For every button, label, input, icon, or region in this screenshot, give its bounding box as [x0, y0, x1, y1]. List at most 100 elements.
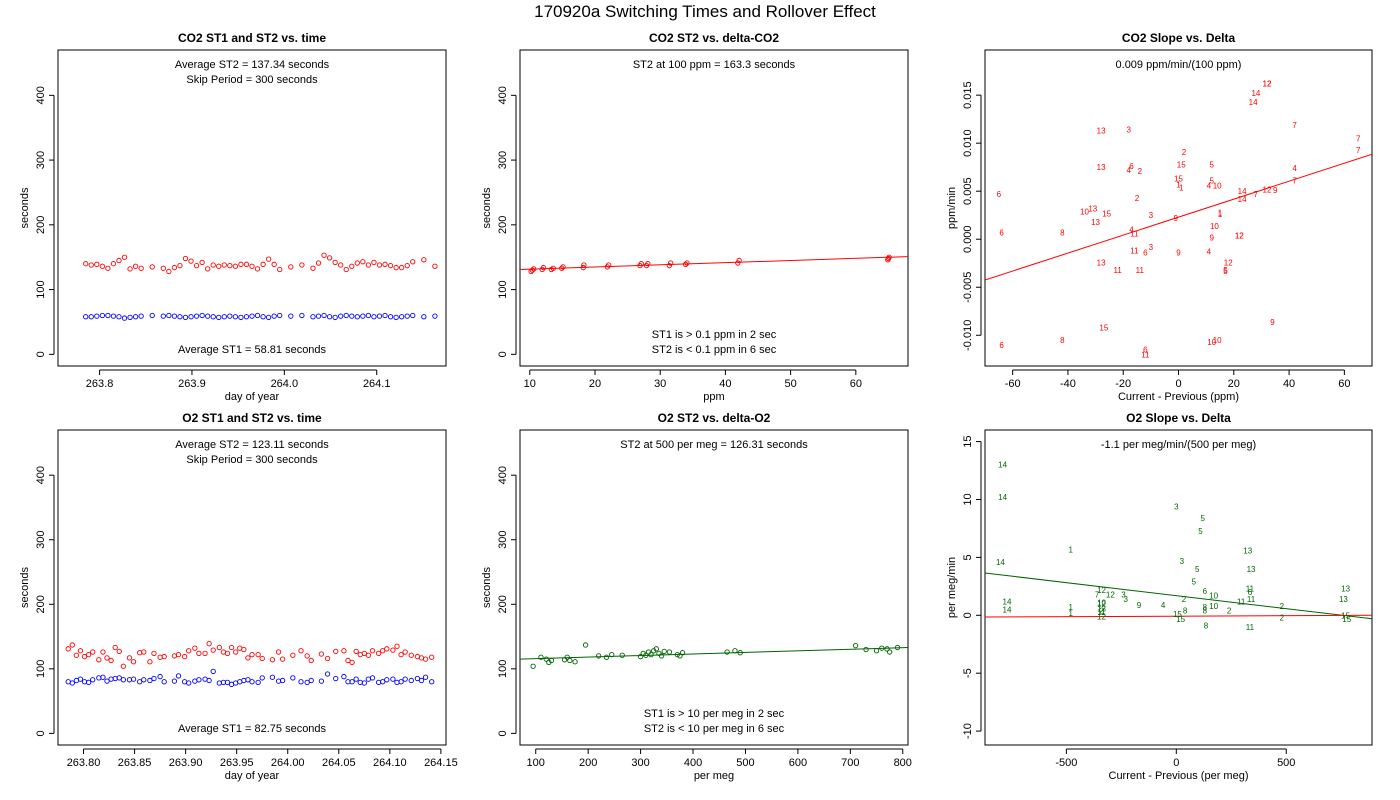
- x-tick-label: 264.1: [363, 378, 391, 390]
- data-point: [402, 649, 408, 655]
- data-point: [141, 649, 147, 655]
- data-point: [682, 261, 689, 267]
- data-point: [88, 314, 94, 320]
- data-point: [81, 653, 88, 660]
- data-point: [186, 648, 192, 654]
- data-point: [894, 644, 901, 651]
- data-point: [684, 260, 690, 266]
- data-point: [161, 653, 167, 660]
- plot-frame: [57, 49, 447, 367]
- data-point: [404, 262, 410, 269]
- data-point: [564, 654, 570, 660]
- data-point: [188, 314, 194, 320]
- data-point: [227, 313, 233, 319]
- y-tick-label: 5: [962, 554, 974, 560]
- data-point: [206, 677, 212, 684]
- x-axis-label: day of year: [225, 391, 280, 403]
- point-label: 6: [997, 190, 1002, 199]
- data-point: [398, 679, 404, 685]
- data-point: [674, 651, 680, 658]
- data-point: [645, 649, 652, 655]
- point-label: 4: [1292, 164, 1297, 173]
- x-axis-label: Current - Previous (ppm): [1118, 391, 1239, 403]
- data-point: [151, 675, 157, 682]
- data-point: [393, 264, 399, 271]
- data-point: [210, 314, 216, 320]
- chart-panel-o2-st2-delta: O2 ST2 vs. delta-O2 per meg seconds 100 200 3…: [481, 411, 912, 782]
- data-point: [182, 314, 189, 321]
- x-tick-label: 264.15: [424, 757, 458, 769]
- x-tick-label: -20: [1115, 378, 1131, 390]
- data-point: [560, 264, 566, 270]
- chart-annotation: Average ST2 = 123.11 seconds: [175, 439, 329, 451]
- point-label: 13: [1088, 204, 1097, 213]
- data-point: [271, 261, 277, 267]
- fit-line: [985, 153, 1372, 281]
- point-label: 12: [1263, 80, 1272, 89]
- point-label: 12: [1097, 586, 1106, 595]
- data-point: [245, 677, 251, 683]
- data-point: [132, 314, 139, 320]
- y-tick-label: 400: [35, 466, 47, 484]
- y-tick-label: 0.010: [962, 129, 974, 157]
- chart-annotation: ST2 at 100 ppm = 163.3 seconds: [633, 59, 796, 71]
- data-point: [402, 676, 408, 682]
- point-label: 10: [1209, 592, 1218, 601]
- point-label: 11: [1097, 608, 1106, 617]
- data-point: [193, 313, 200, 319]
- data-point: [186, 680, 192, 686]
- y-axis-label: seconds: [19, 187, 31, 228]
- x-tick-label: 30: [654, 378, 666, 390]
- data-point: [105, 265, 111, 271]
- point-label: 8: [1060, 228, 1065, 237]
- data-point: [100, 674, 106, 680]
- point-label: 13: [1339, 595, 1348, 604]
- point-label: 14: [996, 558, 1005, 567]
- data-point: [130, 676, 137, 682]
- data-point: [277, 266, 283, 273]
- point-label: 7: [1254, 190, 1259, 199]
- data-point: [108, 657, 114, 664]
- y-tick-label: 10: [962, 493, 974, 505]
- data-point: [216, 263, 222, 269]
- data-point: [120, 663, 126, 669]
- point-label: 13: [1097, 258, 1106, 267]
- data-point: [199, 312, 205, 319]
- point-label: 13: [1243, 546, 1252, 555]
- data-point: [321, 312, 327, 319]
- data-point: [110, 261, 117, 267]
- data-point: [609, 651, 615, 658]
- data-point: [138, 313, 144, 319]
- data-point: [637, 653, 644, 660]
- data-point: [288, 264, 294, 270]
- chart-panel-o2-slope: O2 Slope vs. Delta Current - Previous (pe…: [946, 411, 1373, 782]
- data-point: [265, 256, 272, 262]
- data-point: [69, 642, 75, 648]
- fit-line: [520, 647, 908, 660]
- data-point: [177, 262, 183, 269]
- data-point: [333, 675, 339, 682]
- chart-title: O2 Slope vs. Delta: [1126, 411, 1231, 425]
- data-point: [332, 314, 338, 321]
- point-label: 8: [1183, 607, 1188, 616]
- data-point: [116, 648, 122, 655]
- data-point: [259, 675, 265, 681]
- data-point: [104, 655, 110, 661]
- point-label: 11: [1141, 350, 1150, 359]
- point-label: 9: [1176, 249, 1181, 258]
- point-label: 2: [1280, 614, 1285, 623]
- data-point: [380, 648, 386, 654]
- x-tick-label: 40: [1283, 378, 1295, 390]
- y-tick-label: 0: [497, 730, 509, 736]
- x-tick-label: -40: [1060, 378, 1076, 390]
- point-label: 15: [1173, 610, 1182, 619]
- data-point: [353, 676, 359, 682]
- data-point: [288, 313, 294, 319]
- data-point: [94, 261, 100, 267]
- data-point: [559, 265, 565, 271]
- data-point: [221, 262, 227, 268]
- point-label: 9: [1137, 601, 1142, 610]
- x-tick-label: 264.00: [271, 757, 305, 769]
- data-point: [324, 655, 331, 662]
- plot-frame: [519, 49, 909, 367]
